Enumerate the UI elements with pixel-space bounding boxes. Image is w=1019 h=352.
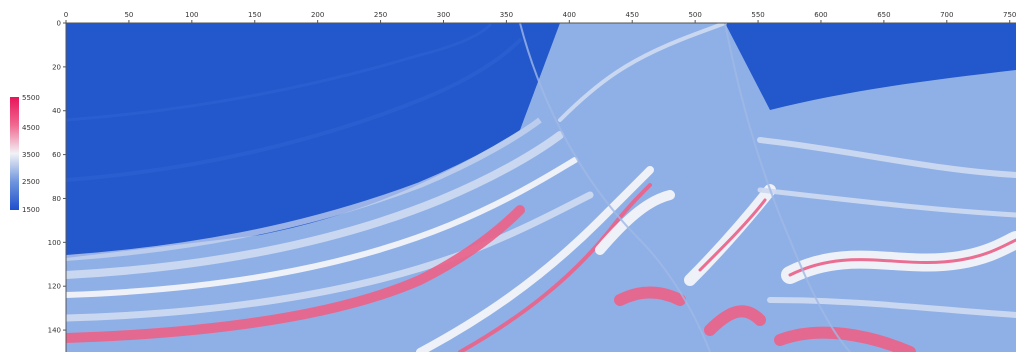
colorbar: 5500 4500 3500 2500 1500 [10, 94, 40, 214]
horizon-band [458, 183, 652, 352]
x-tick-label: 600 [814, 11, 827, 19]
horizon-band [698, 198, 767, 272]
x-tick-label: 750 [1003, 11, 1016, 19]
y-tick-label: 140 [48, 327, 61, 335]
horizon-band [595, 190, 675, 255]
horizon-band [757, 137, 1016, 178]
x-tick-label: 50 [124, 11, 133, 19]
x-tick-label: 650 [877, 11, 890, 19]
x-tick-label: 150 [248, 11, 261, 19]
horizon-band [66, 38, 522, 182]
horizon-band [416, 166, 654, 352]
x-tick-label: 300 [437, 11, 450, 19]
y-tick-label: 40 [52, 107, 61, 115]
colorbar-label: 5500 [22, 94, 40, 102]
colorbar-label: 2500 [22, 178, 40, 186]
y-tick-label: 60 [52, 151, 61, 159]
y-tick-label: 0 [57, 20, 61, 28]
fault-line [724, 23, 851, 352]
y-axis: 0 20 40 60 80 100 120 140 [48, 20, 67, 352]
y-tick-label: 80 [52, 195, 61, 203]
x-tick-label: 450 [626, 11, 639, 19]
x-tick-label: 200 [311, 11, 324, 19]
horizon-line [66, 117, 542, 261]
x-tick-label: 550 [751, 11, 764, 19]
horizon-band [66, 205, 525, 343]
colorbar-label: 4500 [22, 124, 40, 132]
horizon-band [66, 191, 594, 322]
deep-layer [66, 23, 560, 258]
horizon-band [774, 326, 916, 352]
x-tick-label: 0 [64, 11, 68, 19]
x-tick-label: 100 [185, 11, 198, 19]
fault-line [519, 23, 711, 352]
y-tick-label: 100 [48, 239, 61, 247]
deep-layer [725, 23, 1016, 110]
velocity-section-image[interactable] [66, 23, 1016, 352]
horizon-band [788, 238, 1016, 277]
y-tick-label: 20 [52, 63, 61, 71]
horizon-band [66, 131, 564, 279]
x-tick-label: 700 [940, 11, 953, 19]
horizon-band [767, 297, 1016, 318]
x-axis: 0 50 100 150 200 250 300 350 400 450 500 550 600 650 7… [64, 11, 1016, 24]
colorbar-label: 3500 [22, 151, 40, 159]
y-tick-label: 120 [48, 283, 61, 291]
x-tick-label: 500 [688, 11, 701, 19]
colorbar-label: 1500 [22, 206, 40, 214]
horizon-band [66, 23, 492, 122]
horizon-band [614, 286, 686, 306]
horizon-band [757, 187, 1016, 218]
horizon-band [558, 23, 727, 122]
x-tick-label: 250 [374, 11, 387, 19]
x-tick-label: 400 [563, 11, 576, 19]
horizon-band [66, 157, 578, 298]
horizon-band [704, 305, 766, 336]
x-tick-label: 350 [500, 11, 513, 19]
colorbar-gradient [10, 97, 19, 210]
